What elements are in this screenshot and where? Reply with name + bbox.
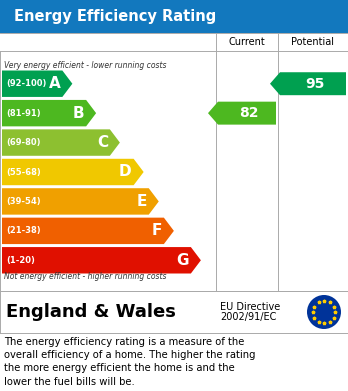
Text: The energy efficiency rating is a measure of the
overall efficiency of a home. T: The energy efficiency rating is a measur…	[4, 337, 255, 387]
Text: (92-100): (92-100)	[6, 79, 46, 88]
Text: (55-68): (55-68)	[6, 167, 41, 176]
Text: Potential: Potential	[292, 37, 334, 47]
Text: (39-54): (39-54)	[6, 197, 41, 206]
Text: A: A	[49, 76, 60, 91]
Circle shape	[307, 295, 341, 329]
Text: England & Wales: England & Wales	[6, 303, 176, 321]
Polygon shape	[208, 102, 276, 125]
Text: E: E	[136, 194, 147, 209]
Text: 2002/91/EC: 2002/91/EC	[220, 312, 276, 322]
Text: (81-91): (81-91)	[6, 109, 41, 118]
Text: (21-38): (21-38)	[6, 226, 41, 235]
Text: G: G	[176, 253, 189, 268]
Polygon shape	[270, 72, 346, 95]
Text: D: D	[119, 165, 132, 179]
Text: Not energy efficient - higher running costs: Not energy efficient - higher running co…	[4, 272, 166, 281]
Text: EU Directive: EU Directive	[220, 302, 280, 312]
Polygon shape	[2, 100, 96, 126]
Text: (69-80): (69-80)	[6, 138, 40, 147]
Text: 82: 82	[239, 106, 259, 120]
Bar	[0, 51, 348, 291]
Bar	[0, 291, 348, 333]
Text: B: B	[72, 106, 84, 121]
Polygon shape	[2, 188, 159, 215]
Text: Energy Efficiency Rating: Energy Efficiency Rating	[14, 9, 216, 24]
Polygon shape	[2, 129, 120, 156]
Bar	[0, 33, 348, 51]
Text: Current: Current	[229, 37, 266, 47]
Bar	[0, 0, 348, 33]
Text: (1-20): (1-20)	[6, 256, 35, 265]
Text: Very energy efficient - lower running costs: Very energy efficient - lower running co…	[4, 61, 166, 70]
Text: F: F	[151, 223, 162, 239]
Polygon shape	[2, 218, 174, 244]
Polygon shape	[2, 70, 72, 97]
Polygon shape	[2, 247, 201, 273]
Text: C: C	[97, 135, 108, 150]
Polygon shape	[2, 159, 144, 185]
Text: 95: 95	[305, 77, 325, 91]
